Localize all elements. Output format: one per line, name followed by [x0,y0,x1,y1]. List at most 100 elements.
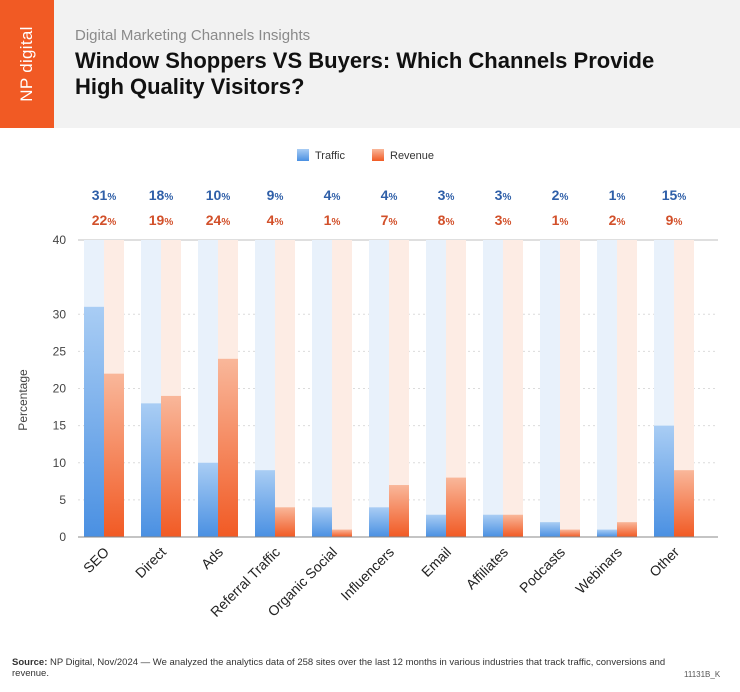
y-axis-label: Percentage [16,369,30,431]
percent-sign: % [164,192,173,203]
legend-label-revenue: Revenue [390,150,434,162]
percent-sign: % [164,217,173,228]
value-label-revenue-organic-social: 1% [324,212,341,228]
value-label-traffic-email: 3% [438,187,455,203]
bar-bg-revenue-podcasts [560,240,580,537]
bar-bg-revenue-referral-traffic [275,240,295,537]
percent-sign: % [274,217,283,228]
x-tick-label-affiliates: Affiliates [463,544,512,593]
bar-traffic-referral-traffic [255,470,275,537]
bar-revenue-other [674,470,694,537]
value-label-traffic-influencers: 4% [381,187,398,203]
value-label-revenue-ads: 24% [206,212,231,228]
bar-traffic-other [654,425,674,537]
value-label-revenue-direct: 19% [149,212,174,228]
percent-sign: % [221,192,230,203]
source-note: Source: NP Digital, Nov/2024 — We analyz… [12,657,692,679]
percent-sign: % [388,192,397,203]
bar-chart: Traffic Revenue 31%22%18%19%10%24%9%4%4%1… [16,149,718,620]
value-label-traffic-webinars: 1% [609,187,626,203]
value-label-traffic-podcasts: 2% [552,187,569,203]
y-tick-label: 40 [53,233,67,247]
x-tick-label-direct: Direct [132,544,169,581]
bar-bg-traffic-affiliates [483,240,503,537]
y-tick-label: 5 [59,493,66,507]
x-tick-label-ads: Ads [198,544,226,572]
value-label-traffic-direct: 18% [149,187,174,203]
source-label: Source: [12,657,48,668]
percent-sign: % [616,217,625,228]
percent-sign: % [559,217,568,228]
bar-bg-revenue-other [674,240,694,537]
bar-traffic-email [426,514,446,537]
y-tick-label: 15 [53,419,67,433]
value-label-revenue-podcasts: 1% [552,212,569,228]
value-label-traffic-other: 15% [662,187,687,203]
value-label-revenue-influencers: 7% [381,212,398,228]
bar-bg-revenue-influencers [389,240,409,537]
bar-revenue-email [446,477,466,537]
legend-label-traffic: Traffic [315,150,345,162]
bar-traffic-ads [198,462,218,537]
value-label-traffic-seo: 31% [92,187,117,203]
percent-sign: % [107,192,116,203]
bar-bg-revenue-email [446,240,466,537]
bar-revenue-affiliates [503,514,523,537]
y-tick-label: 30 [53,307,67,321]
value-label-revenue-referral-traffic: 4% [267,212,284,228]
bar-bg-traffic-organic-social [312,240,332,537]
x-tick-label-podcasts: Podcasts [516,544,568,596]
percent-sign: % [616,192,625,203]
percent-sign: % [331,192,340,203]
bar-traffic-organic-social [312,507,332,537]
percent-sign: % [331,217,340,228]
image-code: 11131B_K [684,670,721,679]
x-tick-label-email: Email [418,544,454,580]
y-tick-label: 20 [53,382,67,396]
x-tick-label-seo: SEO [80,544,112,576]
value-label-traffic-organic-social: 4% [324,187,341,203]
bars [84,306,694,537]
percent-sign: % [445,192,454,203]
value-label-revenue-other: 9% [666,212,683,228]
percent-sign: % [677,192,686,203]
value-label-revenue-email: 8% [438,212,455,228]
brand-logo: NP digital [0,0,54,128]
value-label-revenue-affiliates: 3% [495,212,512,228]
bar-bg-revenue-affiliates [503,240,523,537]
bar-bg-traffic-podcasts [540,240,560,537]
x-tick-label-influencers: Influencers [337,544,397,604]
percent-sign: % [559,192,568,203]
percent-sign: % [502,217,511,228]
percent-sign: % [673,217,682,228]
bar-traffic-webinars [597,529,617,537]
y-tick-label: 0 [59,530,66,544]
chart-legend: Traffic Revenue [297,149,434,162]
header-band: NP digital Digital Marketing Channels In… [0,0,740,128]
bar-bg-traffic-email [426,240,446,537]
value-label-traffic-affiliates: 3% [495,187,512,203]
bar-traffic-seo [84,306,104,537]
bar-bg-revenue-webinars [617,240,637,537]
value-labels: 31% 22% 18% 19% 10% 24% 9% 4% 4% 1% 4% 7% 3% 8% 3% 3% 2%… [92,187,687,228]
percent-sign: % [388,217,397,228]
legend-swatch-traffic [297,149,309,161]
bar-revenue-direct [161,395,181,537]
bar-revenue-webinars [617,522,637,537]
y-tick-label: 25 [53,344,67,358]
bar-revenue-ads [218,358,238,537]
value-label-traffic-ads: 10% [206,187,231,203]
bar-revenue-referral-traffic [275,507,295,537]
legend-swatch-revenue [372,149,384,161]
x-tick-label-other: Other [646,544,682,580]
page-title: Window Shoppers VS Buyers: Which Channel… [75,48,655,99]
bar-traffic-influencers [369,507,389,537]
bar-bg-traffic-referral-traffic [255,240,275,537]
bar-traffic-affiliates [483,514,503,537]
bar-bg-traffic-influencers [369,240,389,537]
value-label-traffic-referral-traffic: 9% [267,187,284,203]
x-tick-label-webinars: Webinars [572,544,625,597]
bar-revenue-influencers [389,485,409,537]
bar-bg-traffic-webinars [597,240,617,537]
percent-sign: % [502,192,511,203]
